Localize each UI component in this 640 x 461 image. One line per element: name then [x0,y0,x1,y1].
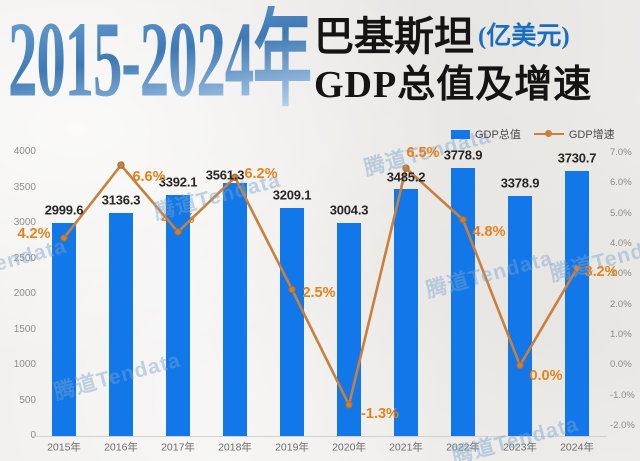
y-axis-tick-right: 0.0% [610,359,632,371]
y-axis-tick-right: 7.0% [610,147,632,158]
bar-value-label: 3730.7 [557,150,597,166]
bar-value-label: 2999.6 [44,202,84,218]
title-unit: (亿美元) [478,23,570,50]
bar-value-label: 3561.3 [205,167,245,183]
y-axis-tick-left: 3500 [13,181,36,193]
growth-pct-label: 4.2% [17,225,51,242]
y-axis-tick-right: -1.0% [610,389,635,401]
legend-item-gdp-total: GDP总值 [451,126,521,142]
gdp-bar [337,222,361,436]
gdp-bar [508,196,532,436]
y-axis-tick-right: 3.0% [610,268,632,280]
growth-pct-label: 3.2% [584,264,618,281]
x-axis-label: 2018年 [218,441,252,454]
y-axis-tick-right: 5.0% [610,207,632,219]
gdp-bar [166,195,190,436]
y-axis-tick-right: 1.0% [610,329,632,340]
line-point-marker [117,161,125,169]
gdp-bar [280,208,304,436]
chart-legend: GDP总值 GDP增速 [451,126,615,142]
x-axis-label: 2023年 [503,441,537,454]
growth-pct-label: 2.5% [302,284,336,301]
gdp-bar [52,223,76,436]
growth-pct-label: 6.2% [244,166,278,183]
y-axis-tick-right: 2.0% [610,298,632,310]
x-axis-line [32,436,607,437]
gdp-bar [451,167,475,436]
y-axis-tick-left: 500 [19,394,36,406]
bar-swatch-icon [451,129,470,139]
title-block: 巴基斯坦 (亿美元) GDP总值及增速 [314,14,634,108]
gdp-bar [565,171,589,436]
growth-pct-label: 4.8% [472,223,506,240]
y-axis-tick-right: -2.0% [610,420,635,431]
gdp-bar [109,213,133,436]
x-axis-label: 2020年 [332,441,366,454]
title-year-range: 2015-2024年 [8,0,312,120]
x-axis-label: 2024年 [560,441,594,454]
growth-pct-label: 6.5% [406,145,440,162]
watermark: 腾道Tendata [423,246,556,303]
y-axis-tick-left: 3000 [13,217,36,228]
line-marker-icon [533,130,564,139]
x-axis-label: 2021年 [389,441,423,454]
gdp-bar [394,188,418,436]
x-axis-label: 2019年 [275,441,309,454]
growth-pct-label: -1.3% [361,405,399,422]
y-axis-tick-left: 2000 [13,288,36,299]
bar-value-label: 3378.9 [500,175,540,191]
growth-pct-label: 6.6% [132,169,166,186]
y-axis-tick-right: 4.0% [610,238,632,249]
y-axis-tick-left: 4000 [13,146,36,157]
bar-value-label: 3004.3 [329,202,369,218]
legend-item-gdp-growth: GDP增速 [533,126,615,142]
x-axis-label: 2016年 [104,441,138,454]
bar-value-label: 3778.9 [443,147,483,163]
x-axis-label: 2017年 [161,441,195,454]
legend-label: GDP增速 [568,129,615,141]
legend-label: GDP总值 [475,129,521,141]
y-axis-tick-left: 1000 [13,359,36,370]
y-axis-tick-left: 1500 [13,323,36,335]
y-axis-tick-right: 6.0% [610,177,632,189]
y-axis-tick-left: 2500 [13,252,36,264]
y-axis-tick-left: 0 [4,430,36,441]
growth-pct-label: 0.0% [529,368,563,385]
title-country: 巴基斯坦 [314,14,474,59]
x-axis-label: 2022年 [446,441,480,454]
title-country-line: 巴基斯坦 (亿美元) [314,14,634,60]
x-axis-label: 2015年 [47,441,81,454]
bar-value-label: 3485.2 [386,169,426,185]
title-subtitle: GDP总值及增速 [314,64,593,106]
gdp-bar [223,183,247,436]
bar-value-label: 3209.1 [272,187,312,203]
bar-value-label: 3136.3 [101,192,141,208]
